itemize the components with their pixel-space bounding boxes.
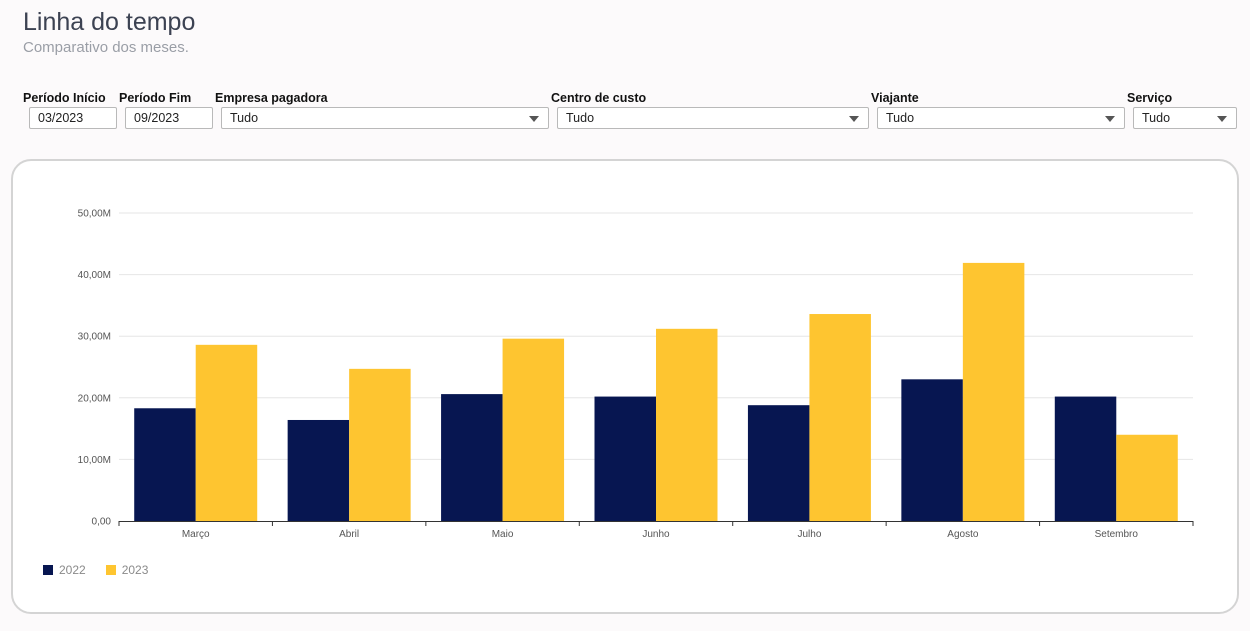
bar-chart: 0,00 10,00M 20,00M 30,00M 40,00M 50,00M Março A… — [78, 209, 1194, 540]
chevron-down-icon — [1105, 116, 1115, 122]
legend-label: 2022 — [59, 563, 86, 577]
y-tick-label: 10,00M — [78, 455, 111, 466]
period-end-input[interactable]: 09/2023 — [125, 107, 213, 129]
bar-2022-setembro — [1054, 396, 1117, 521]
filter-cost-center: Centro de custo Tudo — [551, 90, 869, 129]
x-tick-label: Setembro — [1095, 529, 1139, 540]
y-tick-label: 30,00M — [78, 332, 111, 343]
x-tick-label: Agosto — [947, 529, 979, 540]
chevron-down-icon — [849, 116, 859, 122]
bar-2023-abril — [349, 368, 411, 521]
page-subtitle: Comparativo dos meses. — [23, 39, 189, 56]
filter-traveler: Viajante Tudo — [871, 90, 1125, 129]
bar-2022-junho — [594, 396, 656, 521]
bar-2023-julho — [809, 314, 871, 521]
bar-2023-maio — [502, 338, 565, 521]
traveler-label: Viajante — [871, 91, 919, 105]
y-tick-label: 0,00 — [92, 517, 112, 528]
x-tick-label: Julho — [797, 529, 821, 540]
legend-item-2022[interactable]: 2022 — [43, 563, 86, 577]
y-tick-label: 50,00M — [78, 209, 111, 220]
cost-center-select[interactable]: Tudo — [557, 107, 869, 129]
legend-swatch — [105, 565, 116, 575]
traveler-select[interactable]: Tudo — [877, 107, 1125, 129]
bar-2023-setembro — [1116, 434, 1178, 521]
cost-center-select-value: Tudo — [566, 111, 595, 125]
service-select-value: Tudo — [1142, 111, 1171, 125]
chevron-down-icon — [1217, 116, 1227, 122]
filter-service: Serviço Tudo — [1127, 90, 1237, 129]
bar-2022-maio — [441, 394, 503, 521]
y-tick-label: 20,00M — [78, 393, 111, 404]
legend-item-2023[interactable]: 2023 — [105, 563, 149, 577]
chart-legend: 2022 2023 — [43, 563, 148, 577]
company-select-value: Tudo — [230, 111, 259, 125]
cost-center-label: Centro de custo — [551, 91, 647, 105]
x-tick-label: Abril — [339, 529, 359, 540]
bar-2022-abril — [287, 419, 350, 521]
y-tick-label: 40,00M — [78, 270, 111, 281]
filter-company: Empresa pagadora Tudo — [215, 90, 549, 129]
bar-2022-julho — [747, 405, 810, 521]
filter-period-end: Período Fim 09/2023 — [119, 90, 213, 129]
service-select[interactable]: Tudo — [1133, 107, 1237, 129]
chevron-down-icon — [529, 116, 539, 122]
x-tick-label: Junho — [642, 529, 670, 540]
bar-2022-março — [134, 408, 196, 521]
filter-period-start: Período Início 03/2023 — [23, 90, 117, 129]
period-start-input[interactable]: 03/2023 — [29, 107, 117, 129]
period-start-label: Período Início — [23, 91, 106, 105]
chart-card: 0,00 10,00M 20,00M 30,00M 40,00M 50,00M Março A… — [11, 159, 1239, 614]
legend-label: 2023 — [121, 563, 149, 577]
page-title: Linha do tempo — [23, 8, 196, 36]
bar-2022-agosto — [901, 379, 963, 521]
x-tick-label: Março — [182, 529, 210, 540]
period-end-label: Período Fim — [119, 91, 192, 105]
bar-2023-junho — [656, 328, 718, 521]
company-label: Empresa pagadora — [215, 91, 328, 105]
bar-2023-agosto — [962, 262, 1025, 521]
company-select[interactable]: Tudo — [221, 107, 549, 129]
bar-2023-março — [195, 344, 258, 521]
traveler-select-value: Tudo — [886, 111, 915, 125]
service-label: Serviço — [1127, 91, 1173, 105]
x-tick-label: Maio — [492, 529, 514, 540]
legend-swatch — [43, 565, 53, 575]
